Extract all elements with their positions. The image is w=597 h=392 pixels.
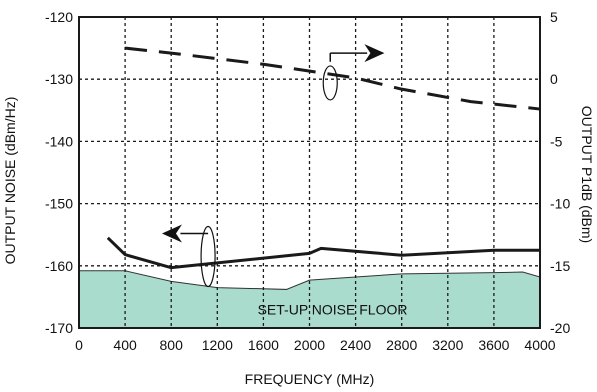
y-left-tick-label: -120	[45, 9, 73, 25]
y-right-tick-label: 0	[550, 71, 558, 87]
y-right-tick-label: -5	[550, 133, 563, 149]
y-left-tick-label: -140	[45, 133, 73, 149]
x-tick-label: 0	[75, 337, 83, 353]
x-tick-label: 800	[160, 337, 184, 353]
p1db-curve-ellipse	[322, 65, 338, 101]
y-left-tick-label: -150	[45, 196, 73, 212]
x-tick-label: 2800	[386, 337, 417, 353]
y-right-tick-label: -10	[550, 196, 570, 212]
x-tick-label: 3200	[432, 337, 463, 353]
annotation-markers	[161, 44, 385, 288]
x-tick-label: 2000	[294, 337, 325, 353]
x-tick-label: 400	[113, 337, 137, 353]
tick-labels: 0 400 800 1200 1600 2000 2400 2800 3200 3600 4000-…	[45, 9, 570, 353]
noise-floor-edge	[79, 270, 541, 290]
p1db-series-line	[124, 46, 541, 111]
y-right-tick-label: -15	[550, 258, 570, 274]
noise-floor-label: SET-UP NOISE FLOOR	[258, 301, 408, 317]
noise-curve-arrow-head	[161, 224, 182, 243]
y-right-tick-label: 5	[550, 9, 558, 25]
y-left-tick-label: -170	[45, 320, 73, 336]
y-left-tick-label: -160	[45, 258, 73, 274]
x-tick-label: 3600	[478, 337, 509, 353]
output-noise-series-line	[106, 236, 540, 270]
x-axis-title: FREQUENCY (MHz)	[245, 371, 375, 387]
x-tick-label: 1200	[202, 337, 233, 353]
grid-layer	[79, 17, 540, 328]
y-left-tick-label: -130	[45, 71, 73, 87]
plot-frame	[78, 16, 541, 329]
x-tick-label: 1600	[248, 337, 279, 353]
x-tick-label: 4000	[524, 337, 555, 353]
noise-curve-ellipse	[200, 225, 216, 288]
p1db-curve-arrow-head	[364, 44, 385, 63]
y-right-tick-label: -20	[550, 320, 570, 336]
y-axis-left-title: OUTPUT NOISE (dBm/Hz)	[2, 97, 18, 265]
series-layer	[106, 46, 541, 270]
x-tick-label: 2400	[340, 337, 371, 353]
y-axis-right-title: OUTPUT P1dB (dBm)	[579, 106, 595, 243]
